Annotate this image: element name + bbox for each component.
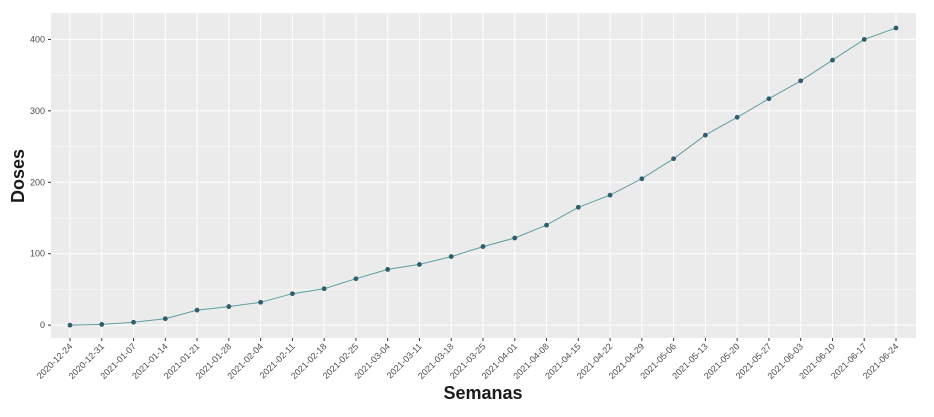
data-points (67, 25, 899, 328)
data-point (798, 78, 804, 84)
y-axis: 0 100 200 300 400 (30, 34, 51, 330)
data-point (671, 156, 677, 162)
data-point (194, 307, 200, 313)
data-point (766, 96, 772, 102)
data-point (289, 291, 295, 297)
data-point (67, 322, 73, 328)
data-point (893, 25, 899, 31)
data-point (575, 204, 581, 210)
data-point (512, 235, 518, 241)
data-point (480, 244, 486, 249)
data-point (544, 222, 549, 228)
data-point (353, 276, 359, 282)
data-point (417, 262, 422, 267)
data-point (734, 114, 740, 120)
data-point (226, 304, 232, 309)
data-point (448, 254, 454, 259)
data-point (131, 319, 136, 325)
data-point (385, 267, 391, 272)
x-axis-title: Semanas (443, 383, 522, 403)
data-point (702, 132, 708, 138)
y-tick-label: 100 (30, 249, 45, 259)
data-point (321, 286, 327, 292)
data-point (258, 299, 264, 305)
data-point (607, 192, 613, 198)
data-point (639, 176, 645, 182)
y-axis-title: Doses (8, 149, 28, 203)
data-point (861, 37, 867, 42)
y-tick-label: 200 (30, 177, 45, 187)
grid-lines (51, 13, 916, 338)
data-point (99, 322, 105, 327)
data-point (830, 57, 835, 63)
y-tick-label: 0 (40, 320, 45, 330)
x-axis: 2020-12-242020-12-312021-01-072021-01-14… (35, 338, 900, 381)
data-point (162, 316, 168, 322)
y-tick-label: 400 (30, 34, 45, 44)
y-tick-label: 300 (30, 106, 45, 116)
